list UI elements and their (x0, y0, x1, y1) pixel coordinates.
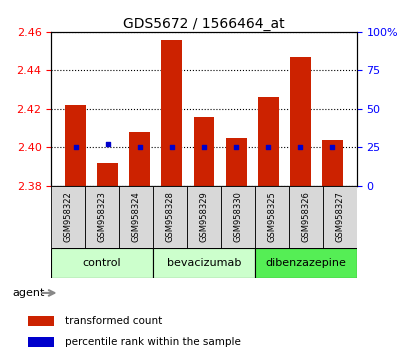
Point (328, 144, 335, 150)
Text: GSM958326: GSM958326 (301, 192, 310, 242)
Bar (28, 316, 54, 326)
Bar (254, 248, 356, 278)
Bar (220, 186, 254, 248)
Text: GSM958328: GSM958328 (165, 192, 174, 242)
Text: GSM958323: GSM958323 (97, 192, 106, 242)
Bar (153, 248, 254, 278)
Bar (28, 337, 54, 347)
Bar (51, 248, 153, 278)
Text: bevacizumab: bevacizumab (166, 258, 240, 268)
Bar (65, 105, 86, 186)
Text: GSM958322: GSM958322 (63, 192, 72, 242)
Text: dibenzazepine: dibenzazepine (265, 258, 345, 268)
Point (136, 144, 143, 150)
Bar (257, 97, 278, 186)
Bar (288, 186, 322, 248)
Point (72, 144, 79, 150)
Bar (153, 186, 187, 248)
Text: percentile rank within the sample: percentile rank within the sample (65, 337, 240, 347)
Bar (161, 40, 182, 186)
Point (200, 144, 207, 150)
Text: GSM958330: GSM958330 (233, 192, 242, 242)
Bar (322, 186, 356, 248)
Text: agent: agent (12, 288, 45, 298)
Text: GSM958329: GSM958329 (199, 192, 208, 242)
Bar (51, 186, 85, 248)
Point (104, 142, 111, 147)
Text: control: control (83, 258, 121, 268)
Point (232, 144, 239, 150)
Point (168, 144, 175, 150)
Text: transformed count: transformed count (65, 316, 162, 326)
Point (296, 144, 303, 150)
Bar (289, 57, 310, 186)
Bar (187, 186, 220, 248)
Bar (193, 116, 214, 186)
Bar (321, 140, 342, 186)
Bar (129, 132, 150, 186)
Text: GSM958324: GSM958324 (131, 192, 140, 242)
Bar (225, 138, 246, 186)
Bar (119, 186, 153, 248)
Bar (97, 163, 118, 186)
Point (264, 144, 271, 150)
Text: GSM958325: GSM958325 (267, 192, 276, 242)
Bar (85, 186, 119, 248)
Bar (254, 186, 288, 248)
Title: GDS5672 / 1566464_at: GDS5672 / 1566464_at (123, 17, 284, 31)
Text: GSM958327: GSM958327 (335, 192, 344, 242)
